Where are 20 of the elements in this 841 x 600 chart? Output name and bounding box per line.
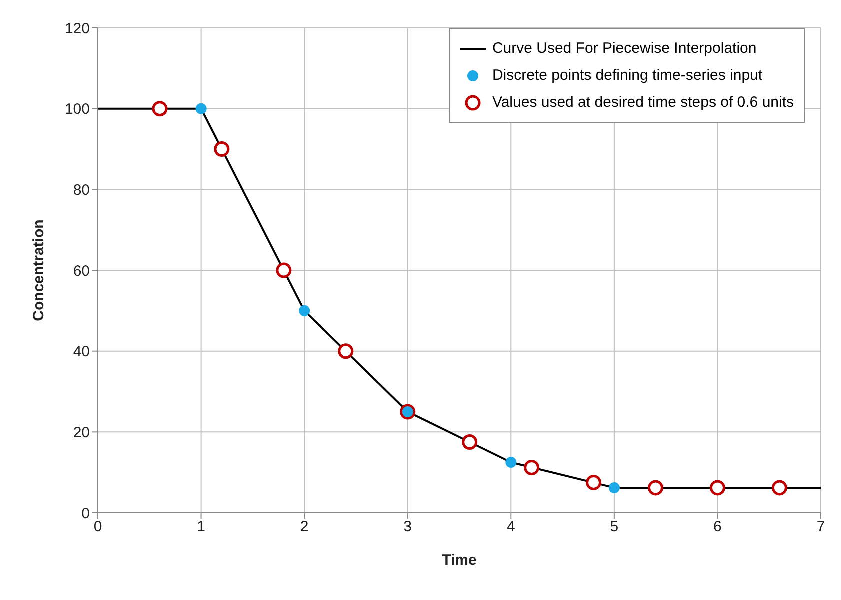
y-tick-label: 60 bbox=[73, 262, 90, 280]
x-tick-label: 1 bbox=[197, 518, 206, 536]
x-tick-label: 4 bbox=[506, 518, 516, 536]
x-tick-label: 0 bbox=[94, 518, 102, 536]
legend-label: Curve Used For Piecewise Interpolation bbox=[492, 40, 757, 57]
x-tick-label: 5 bbox=[610, 518, 619, 536]
y-axis-title: Concentration bbox=[30, 220, 48, 322]
x-axis-title: Time bbox=[442, 552, 477, 569]
legend-label: Discrete points defining time-series input bbox=[492, 67, 763, 84]
x-tick-label: 7 bbox=[816, 518, 826, 536]
x-tick-label: 3 bbox=[404, 518, 412, 536]
legend-label: Values used at desired time steps of 0.6 units bbox=[492, 94, 794, 111]
y-tick-label: 100 bbox=[64, 101, 90, 118]
x-tick-label: 6 bbox=[714, 518, 722, 536]
y-tick-label: 80 bbox=[73, 182, 90, 199]
y-tick-label: 40 bbox=[73, 344, 90, 361]
y-tick-label: 20 bbox=[73, 424, 90, 442]
x-tick-label: 2 bbox=[300, 518, 309, 536]
y-tick-label: 120 bbox=[64, 20, 90, 38]
y-tick-label: 0 bbox=[82, 505, 90, 522]
